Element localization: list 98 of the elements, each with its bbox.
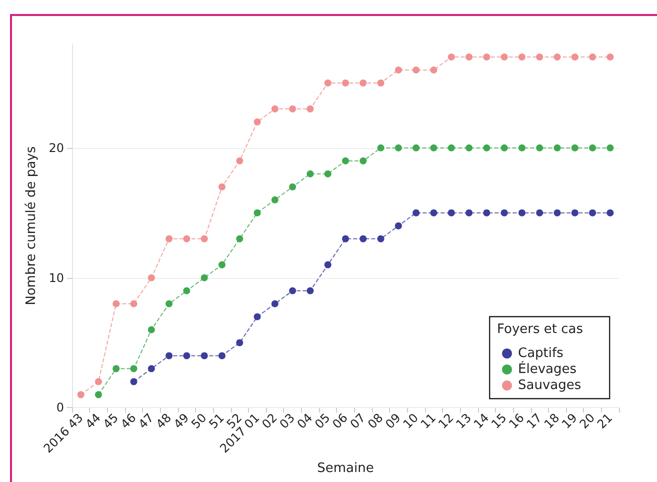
point [466,209,473,216]
point [377,235,384,242]
point [148,365,155,372]
point [112,300,120,308]
point [289,287,296,294]
point [448,53,455,60]
point [518,209,526,216]
point [166,300,173,308]
point [200,235,208,242]
point [430,144,438,152]
point [236,339,244,346]
point [412,209,420,216]
point [271,300,278,308]
point [342,79,349,86]
y-tick-label: 10 [48,270,64,285]
point [183,352,190,360]
point [236,235,244,242]
point [536,144,544,152]
point [606,209,614,216]
point [218,261,226,268]
point [271,196,278,204]
point [130,300,138,308]
legend-label: Élevages [518,360,577,377]
y-axis-title: Nombre cumulé de pays [24,146,39,306]
point [360,157,367,164]
point [500,53,508,60]
point [483,144,490,152]
point [148,274,155,282]
point [306,170,314,178]
point [183,287,190,294]
point [500,144,508,152]
point [518,53,526,60]
y-tick-label: 0 [56,400,64,415]
point [254,209,261,216]
point [536,209,544,216]
point [377,79,384,86]
point [360,79,367,86]
point [218,352,226,360]
point [483,209,490,216]
x-axis-title: Semaine [317,461,374,476]
point [183,235,190,242]
point [589,144,596,152]
legend-title: Foyers et cas [497,322,584,337]
point [166,235,173,242]
point [448,209,455,216]
point [466,53,473,60]
point [466,144,473,152]
point [554,53,561,60]
point [289,183,296,190]
point [324,261,332,268]
point [130,378,138,386]
y-tick-label: 20 [48,140,64,155]
point [483,53,490,60]
point [394,66,402,74]
point [500,209,508,216]
point [589,209,596,216]
point [342,157,349,164]
point [324,79,332,86]
point [571,144,578,152]
point [606,144,614,152]
point [589,53,596,60]
point [94,378,102,386]
point [200,274,208,282]
point [254,118,261,126]
point [430,209,438,216]
point [412,144,420,152]
point [324,170,332,178]
point [412,66,420,74]
point [112,365,120,372]
point [77,391,84,398]
point [536,53,544,60]
point [289,105,296,112]
point [236,157,244,164]
point [306,105,314,112]
point [271,105,278,112]
point [130,365,138,372]
point [360,235,367,242]
point [342,235,349,242]
point [518,144,526,152]
point [448,144,455,152]
legend-label: Sauvages [518,378,582,393]
point [606,53,614,60]
legend-label: Captifs [518,346,564,361]
point [394,144,402,152]
point [254,313,261,320]
point [166,352,173,360]
point [571,209,578,216]
point [94,391,102,398]
point [200,352,208,360]
point [218,183,226,190]
point [571,53,578,60]
point [148,326,155,334]
point [306,287,314,294]
point [394,222,402,230]
point [430,66,438,74]
point [554,144,561,152]
point [554,209,561,216]
point [377,144,384,152]
